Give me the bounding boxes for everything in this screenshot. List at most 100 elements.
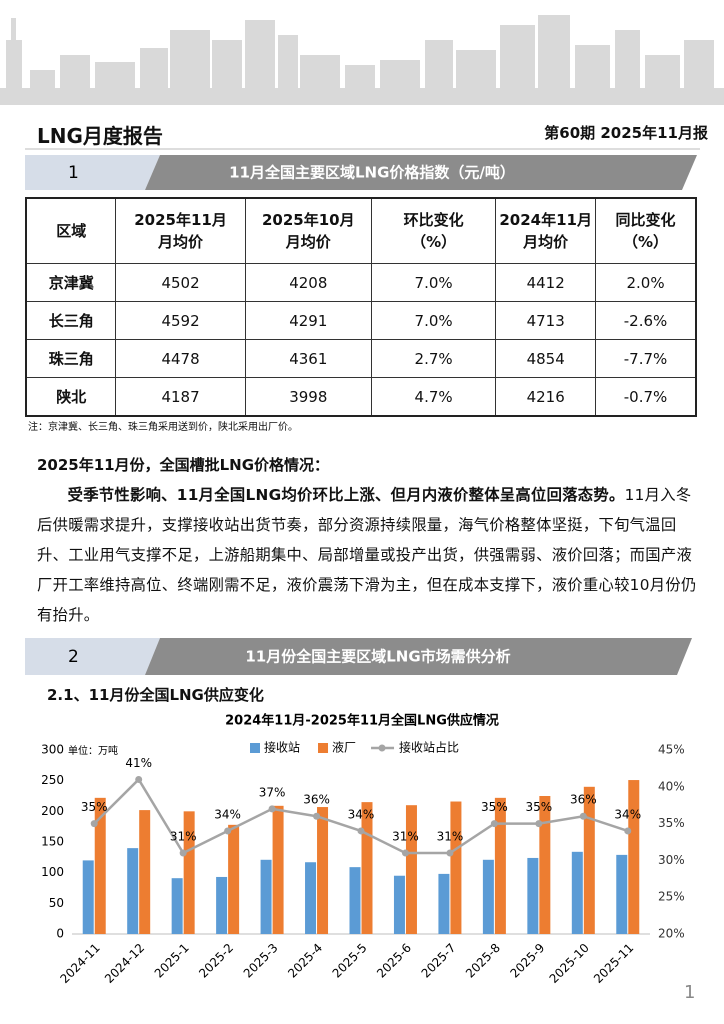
- bar: [272, 805, 284, 934]
- table-row: 长三角 4592 4291 7.0% 4713 -2.6%: [25, 301, 697, 340]
- bar: [628, 780, 640, 934]
- bar: [260, 859, 272, 934]
- line-point: [490, 820, 498, 828]
- line-point: [357, 827, 365, 835]
- bar: [482, 859, 494, 934]
- table-cell: 3998: [244, 377, 372, 417]
- table-cell: 4216: [495, 377, 597, 417]
- header-line: （%）: [411, 233, 457, 251]
- header-line: （%）: [623, 233, 669, 251]
- table-cell: -0.7%: [595, 377, 697, 417]
- section-title: 11月全国主要区域LNG价格指数（元/吨）: [229, 164, 515, 182]
- x-tick-label: 2024-11: [57, 941, 102, 985]
- table-cell: 4291: [244, 301, 372, 340]
- y-tick-label: 200: [41, 804, 64, 818]
- header-cell: 区域: [25, 197, 117, 264]
- legend-marker: [378, 744, 386, 752]
- data-label: 31%: [170, 830, 197, 844]
- table-row: 陕北 4187 3998 4.7% 4216 -0.7%: [25, 377, 697, 417]
- x-tick-label: 2025-8: [463, 941, 503, 981]
- data-label: 34%: [348, 807, 375, 821]
- legend-swatch: [250, 743, 260, 753]
- bar: [305, 862, 317, 934]
- data-label: 35%: [81, 800, 108, 814]
- table-cell: 陕北: [25, 377, 117, 417]
- bar: [405, 805, 417, 934]
- bar: [527, 857, 539, 934]
- header-cell: 环比变化 （%）: [370, 197, 497, 264]
- bar: [82, 860, 94, 934]
- y2-tick-label: 25%: [658, 890, 685, 904]
- x-tick-label: 2025-3: [241, 941, 281, 981]
- legend-swatch: [318, 743, 329, 753]
- subsection-heading: 2.1、11月份全国LNG供应变化: [47, 686, 264, 704]
- table-cell: 4592: [115, 301, 246, 340]
- table-cell: 4187: [115, 377, 246, 417]
- x-tick-label: 2025-10: [547, 941, 592, 985]
- line-point: [579, 812, 587, 820]
- section-number: 2: [68, 647, 79, 667]
- table-cell: 7.0%: [370, 301, 497, 340]
- bar: [494, 797, 506, 934]
- summary-body: 11月入冬后供暖需求提升，支撑接收站出货节奏，部分资源持续限量，海气价格整体坚挺…: [37, 486, 697, 624]
- line-point: [224, 827, 232, 835]
- legend-label: 液厂: [332, 740, 356, 755]
- data-label: 31%: [437, 830, 464, 844]
- line-point: [179, 849, 187, 857]
- y2-tick-label: 30%: [658, 853, 685, 867]
- header-line: 月均价: [285, 233, 331, 251]
- table-cell: 4208: [244, 263, 372, 302]
- section-tab: [25, 638, 160, 675]
- section-bar: [145, 155, 697, 190]
- line-point: [446, 849, 454, 857]
- table-cell: 4.7%: [370, 377, 497, 417]
- y-tick-label: 300: [41, 743, 64, 757]
- header-cell: 2025年11月 月均价: [115, 197, 246, 264]
- bar: [361, 802, 373, 934]
- table-note: 注：京津冀、长三角、珠三角采用送到价，陕北采用出厂价。: [28, 422, 298, 433]
- line-point: [624, 827, 632, 835]
- table-cell: 京津冀: [25, 263, 117, 302]
- data-label: 34%: [214, 807, 241, 821]
- x-tick-label: 2025-2: [196, 941, 236, 981]
- table-row: 京津冀 4502 4208 7.0% 4412 2.0%: [25, 263, 697, 302]
- x-tick-label: 2025-4: [285, 941, 325, 981]
- y-tick-label: 250: [41, 773, 64, 787]
- y2-tick-label: 20%: [658, 927, 685, 941]
- y-tick-label: 0: [56, 927, 64, 941]
- x-tick-label: 2025-9: [507, 941, 547, 981]
- header-cell: 2024年11月 月均价: [495, 197, 597, 264]
- summary-paragraph: 受季节性影响、11月全国LNG均价环比上涨、但月内液价整体呈高位回落态势。11月…: [37, 480, 705, 630]
- data-label: 31%: [392, 830, 419, 844]
- doc-title: LNG月度报告: [37, 124, 163, 148]
- bar: [228, 824, 240, 934]
- header-cell: 同比变化 （%）: [595, 197, 697, 264]
- table-cell: -2.6%: [595, 301, 697, 340]
- y-tick-label: 150: [41, 835, 64, 849]
- line-point: [313, 812, 321, 820]
- header-line: 2025年10月: [261, 211, 355, 229]
- issue: 第60期 2025年11月报: [544, 124, 708, 142]
- header-line: 2025年11月: [134, 211, 227, 229]
- chart: 2024年11月-2025年11月全国LNG供应情况 单位：万吨 0 50 100 1…: [41, 713, 685, 986]
- bar: [616, 854, 628, 934]
- table-cell: 2.0%: [595, 263, 697, 302]
- skyline: [0, 15, 724, 105]
- y-tick-label: 50: [49, 896, 64, 910]
- line-point: [535, 820, 543, 828]
- x-tick-label: 2025-1: [152, 941, 192, 981]
- header-row: 区域 2025年11月 月均价 2025年10月 月均价 环比变化 （%） 2024年11月月…: [25, 197, 697, 264]
- page-number: 1: [684, 982, 696, 1003]
- legend-label: 接收站占比: [399, 740, 459, 755]
- header-line: 月均价: [158, 233, 204, 251]
- x-tick-label: 2025-6: [374, 941, 414, 981]
- section2-graphics: 2 11月份全国主要区域LNG市场需供分析: [25, 638, 692, 675]
- x-tick-label: 2025-7: [419, 941, 459, 981]
- line-point: [401, 849, 409, 857]
- y2-tick-label: 35%: [658, 816, 685, 830]
- bar: [349, 867, 361, 934]
- summary-lead: 受季节性影响、11月全国LNG均价环比上涨、但月内液价整体呈高位回落态势。: [67, 486, 625, 504]
- line-point: [135, 775, 143, 783]
- x-tick-label: 2025-11: [591, 941, 636, 985]
